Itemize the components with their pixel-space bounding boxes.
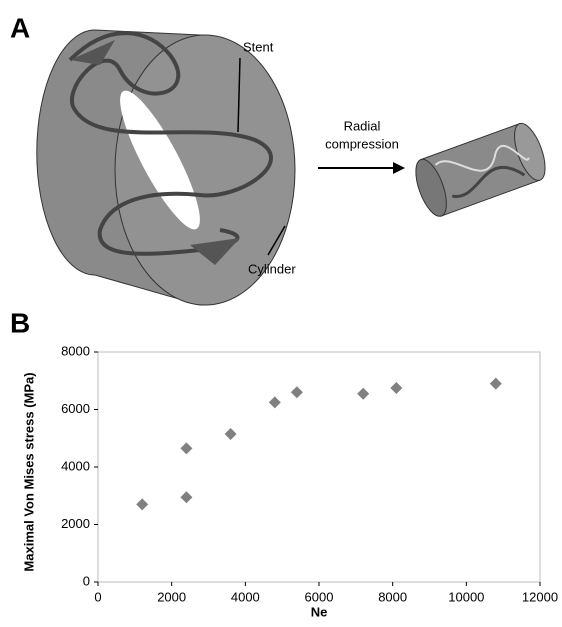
y-tick-label: 2000 bbox=[61, 516, 90, 531]
point bbox=[180, 442, 193, 455]
x-tick-label: 8000 bbox=[378, 589, 407, 604]
x-axis-title: Ne bbox=[311, 604, 328, 619]
x-tick-label: 2000 bbox=[157, 589, 186, 604]
y-tick-label: 6000 bbox=[61, 401, 90, 416]
y-tick-label: 0 bbox=[83, 573, 90, 588]
point bbox=[357, 387, 370, 400]
x-tick-label: 4000 bbox=[231, 589, 260, 604]
x-tick-label: 0 bbox=[94, 589, 101, 604]
point bbox=[489, 377, 502, 390]
x-tick-label: 6000 bbox=[305, 589, 334, 604]
x-tick-label: 12000 bbox=[522, 589, 558, 604]
point bbox=[136, 498, 149, 511]
panel-label: A bbox=[10, 12, 30, 43]
large-cylinder bbox=[36, 29, 296, 306]
x-tick-label: 10000 bbox=[448, 589, 484, 604]
pointer bbox=[237, 57, 241, 133]
compressed-cylinder bbox=[415, 122, 546, 217]
cylinder-label: Cylinder bbox=[248, 261, 296, 276]
pointer bbox=[267, 225, 286, 256]
arrow-label: compression bbox=[325, 136, 399, 151]
point bbox=[180, 491, 193, 504]
point bbox=[290, 386, 303, 399]
panel-label: B bbox=[10, 307, 30, 338]
plot-frame bbox=[97, 351, 541, 583]
arrow-head bbox=[393, 162, 405, 174]
point bbox=[224, 427, 237, 440]
plot: 0 2000 4000 6000 8000 0 2000 4000 6000 8000 10000 1… bbox=[21, 343, 558, 619]
y-axis-title: Maximal Von Mises stress (MPa) bbox=[21, 372, 36, 571]
arrow-label: Radial bbox=[344, 118, 381, 133]
y-tick-label: 4000 bbox=[61, 458, 90, 473]
point bbox=[390, 381, 403, 394]
stent-label: Stent bbox=[243, 39, 274, 54]
y-tick-label: 8000 bbox=[61, 343, 90, 358]
point bbox=[268, 396, 281, 409]
